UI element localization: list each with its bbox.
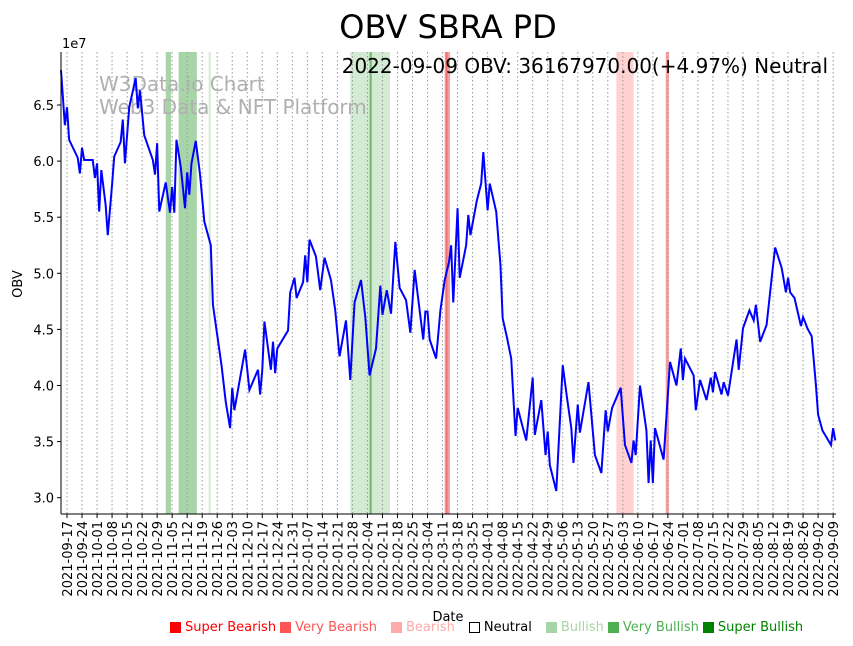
x-tick-label: 2022-04-15 bbox=[512, 521, 527, 597]
x-tick-label: 2021-12-24 bbox=[271, 521, 286, 597]
x-tick-label: 2022-07-01 bbox=[677, 521, 692, 597]
x-tick-label: 2021-09-24 bbox=[76, 521, 91, 597]
x-tick-label: 2022-06-24 bbox=[662, 521, 677, 597]
legend-label: Very Bearish bbox=[295, 620, 377, 635]
x-tick-label: 2022-01-28 bbox=[346, 521, 361, 597]
x-tick-label: 2021-09-17 bbox=[61, 521, 76, 597]
x-tick-label: 2022-02-25 bbox=[407, 521, 422, 597]
x-tick-label: 2021-10-08 bbox=[106, 521, 121, 597]
y-tick-label: 3.5 bbox=[33, 436, 54, 451]
x-tick-label: 2021-10-22 bbox=[136, 521, 151, 597]
y-axis-label: OBV bbox=[11, 270, 26, 298]
x-tick-label: 2022-04-22 bbox=[527, 521, 542, 597]
signal-band-very-bullish bbox=[178, 52, 197, 514]
legend-swatch bbox=[545, 622, 557, 633]
signal-band-very-bearish bbox=[665, 52, 669, 514]
legend-item-super-bullish: Super Bullish bbox=[702, 620, 804, 635]
legend-item-neutral: Neutral bbox=[468, 620, 532, 635]
x-tick-label: 2022-06-17 bbox=[647, 521, 662, 597]
x-tick-label: 2021-12-31 bbox=[286, 521, 301, 597]
signal-band-very-bullish bbox=[165, 52, 172, 514]
x-tick-label: 2022-08-05 bbox=[752, 521, 767, 597]
watermark-line-2: Web3 Data & NFT Platform bbox=[99, 95, 367, 119]
signal-band-very-bullish bbox=[369, 52, 372, 514]
x-tick-label: 2021-11-19 bbox=[196, 521, 211, 597]
legend: Super Bearish Very Bearish Bearish Neutral B… bbox=[170, 620, 807, 635]
y-tick-label: 3.0 bbox=[33, 492, 54, 507]
x-tick-label: 2022-03-18 bbox=[452, 521, 467, 597]
x-tick-label: 2022-01-21 bbox=[331, 521, 346, 597]
obv-series-line bbox=[59, 70, 837, 492]
x-tick-label: 2022-03-11 bbox=[437, 521, 452, 597]
legend-label: Neutral bbox=[483, 620, 532, 635]
y-tick-label: 5.5 bbox=[33, 211, 54, 226]
x-tick-label: 2022-07-29 bbox=[737, 521, 752, 597]
legend-swatch bbox=[170, 622, 181, 633]
legend-label: Very Bullish bbox=[622, 620, 699, 635]
x-tick-label: 2022-03-04 bbox=[422, 521, 437, 597]
y-tick-label: 6.0 bbox=[33, 155, 54, 170]
x-tick-label: 2021-10-29 bbox=[151, 521, 166, 597]
x-tick-label: 2022-07-08 bbox=[692, 521, 707, 597]
x-tick-label: 2022-05-13 bbox=[572, 521, 587, 597]
x-tick-label: 2021-11-05 bbox=[166, 521, 181, 597]
x-tick-label: 2021-10-01 bbox=[91, 521, 106, 597]
legend-label: Bullish bbox=[560, 620, 604, 635]
y-tick-label: 4.5 bbox=[33, 323, 54, 338]
latest-value-annotation: 2022-09-09 OBV: 36167970.00(+4.97%) Neut… bbox=[342, 54, 828, 78]
x-tick-label: 2021-12-03 bbox=[226, 521, 241, 597]
x-tick-label: 2022-08-19 bbox=[782, 521, 797, 597]
x-tick-label: 2022-01-14 bbox=[316, 521, 331, 597]
legend-item-bullish: Bullish bbox=[545, 620, 604, 635]
x-tick-label: 2022-06-03 bbox=[617, 521, 632, 597]
x-tick-label: 2022-01-07 bbox=[301, 521, 316, 597]
signal-band-super-bearish bbox=[445, 52, 448, 514]
legend-swatch bbox=[607, 622, 619, 633]
x-tick-label: 2022-05-20 bbox=[587, 521, 602, 597]
signal-band-bullish bbox=[208, 52, 211, 514]
legend-item-very-bullish: Very Bullish bbox=[607, 620, 699, 635]
x-axis-label: Date bbox=[432, 610, 463, 625]
legend-swatch bbox=[468, 622, 480, 633]
x-tick-label: 2022-06-10 bbox=[632, 521, 647, 597]
watermark-line-1: W3Data.io Chart bbox=[99, 72, 265, 96]
x-tick-label: 2022-03-25 bbox=[467, 521, 482, 597]
x-tick-label: 2021-11-26 bbox=[211, 521, 226, 597]
legend-label: Super Bearish bbox=[185, 620, 277, 635]
x-tick-label: 2022-08-26 bbox=[797, 521, 812, 597]
x-tick-label: 2022-02-04 bbox=[361, 521, 376, 597]
x-tick-label: 2022-07-22 bbox=[722, 521, 737, 597]
y-tick-label: 6.5 bbox=[33, 99, 54, 114]
legend-label: Super Bullish bbox=[717, 620, 804, 635]
y-tick-label: 5.0 bbox=[33, 267, 54, 282]
x-tick-label: 2021-12-17 bbox=[256, 521, 271, 597]
legend-swatch bbox=[702, 622, 714, 633]
x-tick-label: 2022-04-29 bbox=[542, 521, 557, 597]
x-tick-label: 2022-05-06 bbox=[557, 521, 572, 597]
chart-title: OBV SBRA PD bbox=[339, 8, 556, 46]
x-tick-label: 2022-04-08 bbox=[497, 521, 512, 597]
x-tick-label: 2022-02-11 bbox=[376, 521, 391, 597]
x-tick-label: 2021-11-12 bbox=[181, 521, 196, 597]
x-tick-label: 2022-04-01 bbox=[482, 521, 497, 597]
y-tick-label: 4.0 bbox=[33, 380, 54, 395]
legend-swatch bbox=[280, 622, 292, 633]
x-tick-label: 2022-05-27 bbox=[602, 521, 617, 597]
x-tick-label: 2022-02-18 bbox=[391, 521, 406, 597]
legend-swatch bbox=[390, 622, 402, 633]
x-tick-label: 2021-12-10 bbox=[241, 521, 256, 597]
x-tick-label: 2022-08-12 bbox=[767, 521, 782, 597]
legend-item-bearish: Bearish bbox=[390, 620, 455, 635]
x-tick-label: 2021-10-15 bbox=[121, 521, 136, 597]
legend-label: Bearish bbox=[405, 620, 455, 635]
x-tick-label: 2022-09-09 bbox=[827, 521, 842, 597]
x-tick-label: 2022-07-15 bbox=[707, 521, 722, 597]
x-tick-label: 2022-09-02 bbox=[812, 521, 827, 597]
legend-item-super-bearish: Super Bearish bbox=[170, 620, 276, 635]
legend-item-very-bearish: Very Bearish bbox=[280, 620, 377, 635]
y-scale-label: 1e7 bbox=[62, 37, 87, 52]
